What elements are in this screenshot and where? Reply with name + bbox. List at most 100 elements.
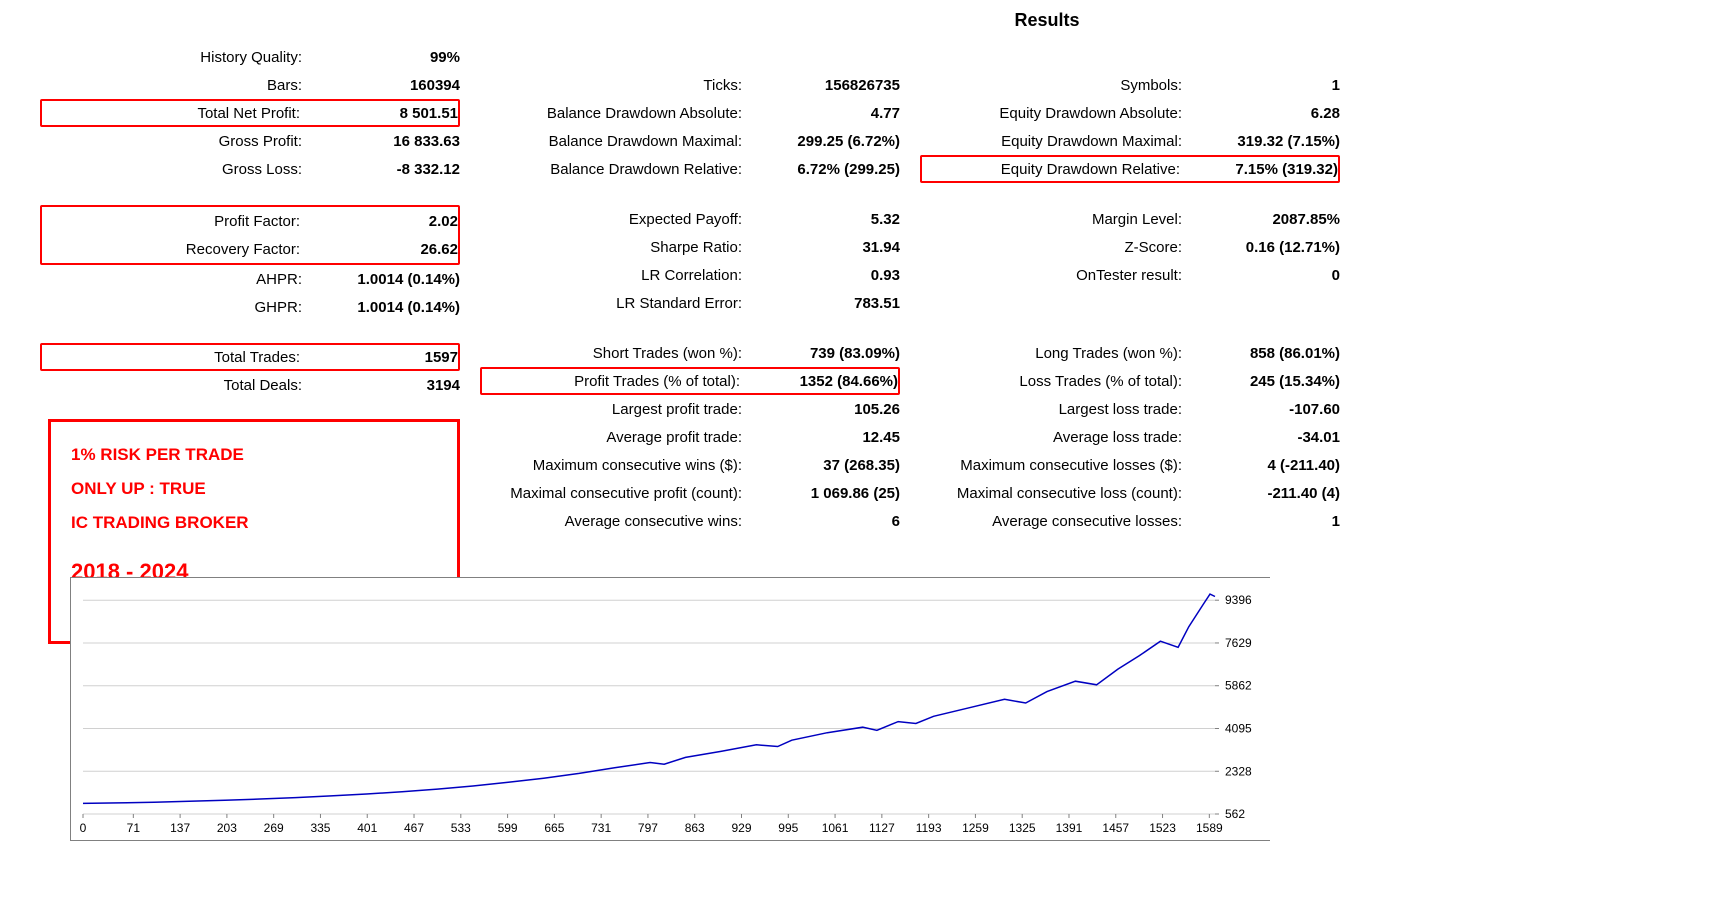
- svg-text:995: 995: [778, 821, 798, 835]
- label: AHPR:: [60, 271, 310, 288]
- value: 0: [1190, 267, 1340, 284]
- label: Largest loss trade:: [930, 401, 1190, 418]
- svg-text:2328: 2328: [1225, 764, 1252, 778]
- row-ed-max: Equity Drawdown Maximal:319.32 (7.15%): [920, 127, 1340, 155]
- row-symbols: Symbols:1: [920, 71, 1340, 99]
- info-line-broker: IC TRADING BROKER: [71, 506, 437, 540]
- label: History Quality:: [60, 49, 310, 66]
- row-gross-loss: Gross Loss:-8 332.12: [40, 155, 460, 183]
- value: -8 332.12: [310, 161, 460, 178]
- svg-text:731: 731: [591, 821, 611, 835]
- value: 6: [750, 513, 900, 530]
- equity-chart-svg: 5622328409558627629939607113720326933540…: [71, 578, 1271, 840]
- value: 5.32: [750, 211, 900, 228]
- svg-text:7629: 7629: [1225, 636, 1252, 650]
- row-largest-loss: Largest loss trade:-107.60: [920, 395, 1340, 423]
- label: Loss Trades (% of total):: [930, 373, 1190, 390]
- row-margin-lvl: Margin Level:2087.85%: [920, 205, 1340, 233]
- row-bd-rel: Balance Drawdown Relative:6.72% (299.25): [480, 155, 900, 183]
- label: Balance Drawdown Absolute:: [490, 105, 750, 122]
- row-history-quality: History Quality:99%: [40, 43, 460, 71]
- value: 1.0014 (0.14%): [310, 299, 460, 316]
- label: Ticks:: [490, 77, 750, 94]
- label: Equity Drawdown Maximal:: [930, 133, 1190, 150]
- row-avg-profit: Average profit trade:12.45: [480, 423, 900, 451]
- value: 3194: [310, 377, 460, 394]
- value: 8 501.51: [308, 105, 458, 122]
- row-lr-stderr: LR Standard Error:783.51: [480, 289, 900, 317]
- label: OnTester result:: [930, 267, 1190, 284]
- row-largest-profit: Largest profit trade:105.26: [480, 395, 900, 423]
- label: GHPR:: [60, 299, 310, 316]
- row-ed-abs: Equity Drawdown Absolute:6.28: [920, 99, 1340, 127]
- label: Average consecutive losses:: [930, 513, 1190, 530]
- svg-text:1523: 1523: [1149, 821, 1176, 835]
- label: LR Standard Error:: [490, 295, 750, 312]
- row-total-net-profit: Total Net Profit:8 501.51: [40, 99, 460, 127]
- row-zscore: Z-Score:0.16 (12.71%): [920, 233, 1340, 261]
- label: Profit Factor:: [58, 213, 308, 230]
- row-recovery-factor: Recovery Factor:26.62: [42, 235, 458, 263]
- value: 245 (15.34%): [1190, 373, 1340, 390]
- value: 1 069.86 (25): [750, 485, 900, 502]
- svg-text:1391: 1391: [1056, 821, 1083, 835]
- value: 0.16 (12.71%): [1190, 239, 1340, 256]
- stats-grid: History Quality:99% Bars:160394 Total Ne…: [40, 43, 1674, 557]
- value: -211.40 (4): [1190, 485, 1340, 502]
- row-total-deals: Total Deals:3194: [40, 371, 460, 399]
- label: Maximum consecutive wins ($):: [490, 457, 750, 474]
- svg-text:1061: 1061: [822, 821, 849, 835]
- value: 319.32 (7.15%): [1190, 133, 1340, 150]
- value: 0.93: [750, 267, 900, 284]
- row-max-cons-wins: Maximum consecutive wins ($):37 (268.35): [480, 451, 900, 479]
- row-ahpr: AHPR:1.0014 (0.14%): [40, 265, 460, 293]
- row-sharpe: Sharpe Ratio:31.94: [480, 233, 900, 261]
- value: 2087.85%: [1190, 211, 1340, 228]
- row-avg-cons-losses: Average consecutive losses:1: [920, 507, 1340, 535]
- row-exp-payoff: Expected Payoff:5.32: [480, 205, 900, 233]
- value: 1597: [308, 349, 458, 366]
- info-line-risk: 1% RISK PER TRADE: [71, 438, 437, 472]
- row-bd-max: Balance Drawdown Maximal:299.25 (6.72%): [480, 127, 900, 155]
- svg-text:71: 71: [127, 821, 141, 835]
- highlight-profit-recovery: Profit Factor:2.02 Recovery Factor:26.62: [40, 205, 460, 265]
- row-max-cons-profit: Maximal consecutive profit (count):1 069…: [480, 479, 900, 507]
- svg-text:9396: 9396: [1225, 593, 1252, 607]
- svg-text:269: 269: [264, 821, 284, 835]
- row-bars: Bars:160394: [40, 71, 460, 99]
- svg-text:1325: 1325: [1009, 821, 1036, 835]
- label: Average profit trade:: [490, 429, 750, 446]
- row-ontester: OnTester result:0: [920, 261, 1340, 289]
- svg-text:335: 335: [310, 821, 330, 835]
- value: 1: [1190, 77, 1340, 94]
- row-avg-cons-wins: Average consecutive wins:6: [480, 507, 900, 535]
- row-lr-corr: LR Correlation:0.93: [480, 261, 900, 289]
- svg-text:863: 863: [685, 821, 705, 835]
- equity-chart: 5622328409558627629939607113720326933540…: [70, 577, 1270, 841]
- label: Recovery Factor:: [58, 241, 308, 258]
- svg-text:1259: 1259: [962, 821, 989, 835]
- label: Maximal consecutive profit (count):: [490, 485, 750, 502]
- row-max-cons-loss: Maximal consecutive loss (count):-211.40…: [920, 479, 1340, 507]
- value: 783.51: [750, 295, 900, 312]
- svg-text:137: 137: [170, 821, 190, 835]
- value: 26.62: [308, 241, 458, 258]
- label: Total Trades:: [58, 349, 308, 366]
- svg-text:5862: 5862: [1225, 679, 1252, 693]
- value: 858 (86.01%): [1190, 345, 1340, 362]
- label: Equity Drawdown Relative:: [928, 161, 1188, 178]
- value: 160394: [310, 77, 460, 94]
- label: LR Correlation:: [490, 267, 750, 284]
- svg-text:562: 562: [1225, 807, 1245, 821]
- value: 31.94: [750, 239, 900, 256]
- label: Equity Drawdown Absolute:: [930, 105, 1190, 122]
- svg-text:401: 401: [357, 821, 377, 835]
- value: 1352 (84.66%): [748, 373, 898, 390]
- label: Expected Payoff:: [490, 211, 750, 228]
- stats-col-3: Symbols:1 Equity Drawdown Absolute:6.28 …: [920, 43, 1340, 557]
- svg-text:1193: 1193: [916, 821, 942, 835]
- svg-text:203: 203: [217, 821, 237, 835]
- row-bd-abs: Balance Drawdown Absolute:4.77: [480, 99, 900, 127]
- label: Z-Score:: [930, 239, 1190, 256]
- value: 739 (83.09%): [750, 345, 900, 362]
